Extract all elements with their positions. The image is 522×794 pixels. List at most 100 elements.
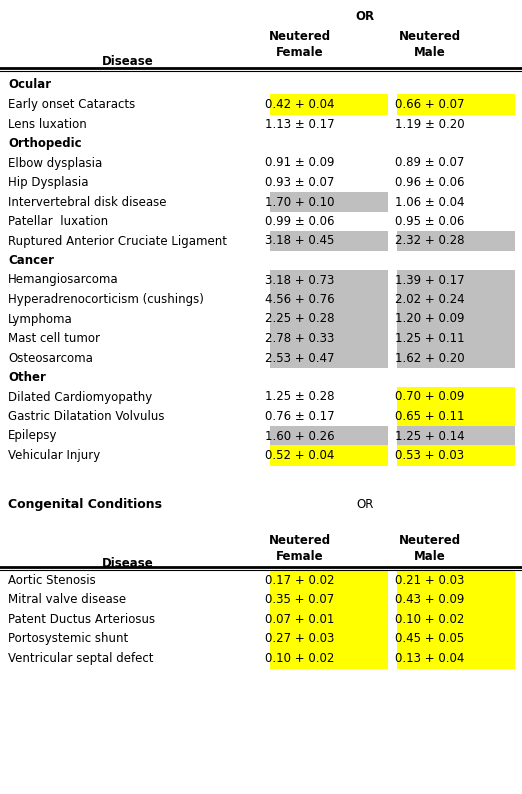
Bar [270,570,388,591]
Text: 1.25 + 0.14: 1.25 + 0.14 [395,430,465,442]
Text: 0.93 ± 0.07: 0.93 ± 0.07 [265,176,335,189]
Bar [270,589,388,610]
Bar [270,231,388,251]
Text: 0.99 ± 0.06: 0.99 ± 0.06 [265,215,335,228]
Text: 0.21 + 0.03: 0.21 + 0.03 [395,574,465,587]
Text: Congenital Conditions: Congenital Conditions [8,498,162,511]
Bar [270,309,388,330]
Text: 3.18 + 0.73: 3.18 + 0.73 [265,273,335,287]
Text: Neutered
Male: Neutered Male [399,30,461,59]
Text: Elbow dysplasia: Elbow dysplasia [8,156,102,169]
Bar [397,348,515,368]
Text: 0.10 + 0.02: 0.10 + 0.02 [395,613,465,626]
Text: Mast cell tumor: Mast cell tumor [8,332,100,345]
Text: Patent Ductus Arteriosus: Patent Ductus Arteriosus [8,613,155,626]
Text: Mitral valve disease: Mitral valve disease [8,593,126,607]
Text: 0.42 + 0.04: 0.42 + 0.04 [265,98,335,111]
Text: 1.20 + 0.09: 1.20 + 0.09 [395,313,465,326]
Bar [397,407,515,427]
Text: 1.25 + 0.11: 1.25 + 0.11 [395,332,465,345]
Text: 0.35 + 0.07: 0.35 + 0.07 [265,593,335,607]
Text: Neutered
Male: Neutered Male [399,534,461,562]
Text: Osteosarcoma: Osteosarcoma [8,352,93,364]
Bar [397,445,515,466]
Text: Ocular: Ocular [8,79,51,91]
Text: 0.96 ± 0.06: 0.96 ± 0.06 [395,176,465,189]
Bar [270,648,388,669]
Text: Neutered
Female: Neutered Female [269,30,331,59]
Bar [270,328,388,349]
Bar [270,94,388,115]
Text: 0.10 + 0.02: 0.10 + 0.02 [265,652,335,665]
Text: 1.25 ± 0.28: 1.25 ± 0.28 [265,391,335,403]
Bar [270,270,388,291]
Bar [270,609,388,630]
Bar [397,270,515,291]
Bar [270,445,388,466]
Bar [397,609,515,630]
Text: 1.19 ± 0.20: 1.19 ± 0.20 [395,118,465,130]
Text: Gastric Dilatation Volvulus: Gastric Dilatation Volvulus [8,410,164,423]
Text: Vehicular Injury: Vehicular Injury [8,449,100,462]
Text: Ruptured Anterior Cruciate Ligament: Ruptured Anterior Cruciate Ligament [8,234,227,248]
Text: Hyperadrenocorticism (cushings): Hyperadrenocorticism (cushings) [8,293,204,306]
Text: 0.76 ± 0.17: 0.76 ± 0.17 [265,410,335,423]
Bar [397,309,515,330]
Text: Dilated Cardiomyopathy: Dilated Cardiomyopathy [8,391,152,403]
Text: 0.27 + 0.03: 0.27 + 0.03 [265,632,335,646]
Text: 0.07 + 0.01: 0.07 + 0.01 [265,613,335,626]
Text: Patellar  luxation: Patellar luxation [8,215,108,228]
Bar [397,570,515,591]
Text: Early onset Cataracts: Early onset Cataracts [8,98,135,111]
Text: 2.25 + 0.28: 2.25 + 0.28 [265,313,335,326]
Text: Portosystemic shunt: Portosystemic shunt [8,632,128,646]
Text: 1.13 ± 0.17: 1.13 ± 0.17 [265,118,335,130]
Text: Neutered
Female: Neutered Female [269,534,331,562]
Text: Disease: Disease [102,557,154,570]
Text: 1.39 + 0.17: 1.39 + 0.17 [395,273,465,287]
Text: 1.60 + 0.26: 1.60 + 0.26 [265,430,335,442]
Text: 3.18 + 0.45: 3.18 + 0.45 [265,234,335,248]
Bar [397,328,515,349]
Text: Intervertebral disk disease: Intervertebral disk disease [8,195,167,209]
Text: 0.91 ± 0.09: 0.91 ± 0.09 [265,156,335,169]
Text: 0.66 + 0.07: 0.66 + 0.07 [395,98,465,111]
Text: 0.17 + 0.02: 0.17 + 0.02 [265,574,335,587]
Bar [397,648,515,669]
Bar [397,426,515,446]
Text: 1.70 + 0.10: 1.70 + 0.10 [265,195,335,209]
Text: Lymphoma: Lymphoma [8,313,73,326]
Bar [270,629,388,649]
Text: 2.53 + 0.47: 2.53 + 0.47 [265,352,335,364]
Bar [397,629,515,649]
Text: Ventricular septal defect: Ventricular septal defect [8,652,153,665]
Text: Disease: Disease [102,55,154,68]
Bar [397,231,515,251]
Text: 0.53 + 0.03: 0.53 + 0.03 [396,449,465,462]
Text: 0.43 + 0.09: 0.43 + 0.09 [395,593,465,607]
Bar [270,289,388,310]
Bar [397,289,515,310]
Text: 1.06 ± 0.04: 1.06 ± 0.04 [395,195,465,209]
Text: 0.65 + 0.11: 0.65 + 0.11 [395,410,465,423]
Text: 2.02 + 0.24: 2.02 + 0.24 [395,293,465,306]
Text: 0.95 ± 0.06: 0.95 ± 0.06 [395,215,465,228]
Text: Lens luxation: Lens luxation [8,118,87,130]
Text: 2.32 + 0.28: 2.32 + 0.28 [395,234,465,248]
Text: 0.52 + 0.04: 0.52 + 0.04 [265,449,335,462]
Bar [270,426,388,446]
Text: Orthopedic: Orthopedic [8,137,81,150]
Bar [397,94,515,115]
Text: Aortic Stenosis: Aortic Stenosis [8,574,96,587]
Text: Other: Other [8,371,46,384]
Text: 1.62 + 0.20: 1.62 + 0.20 [395,352,465,364]
Text: 2.78 + 0.33: 2.78 + 0.33 [265,332,335,345]
Text: 0.89 ± 0.07: 0.89 ± 0.07 [395,156,465,169]
Text: OR: OR [355,10,375,23]
Bar [397,589,515,610]
Bar [397,387,515,407]
Text: OR: OR [357,498,374,511]
Text: 0.45 + 0.05: 0.45 + 0.05 [395,632,465,646]
Bar [270,348,388,368]
Bar [270,191,388,212]
